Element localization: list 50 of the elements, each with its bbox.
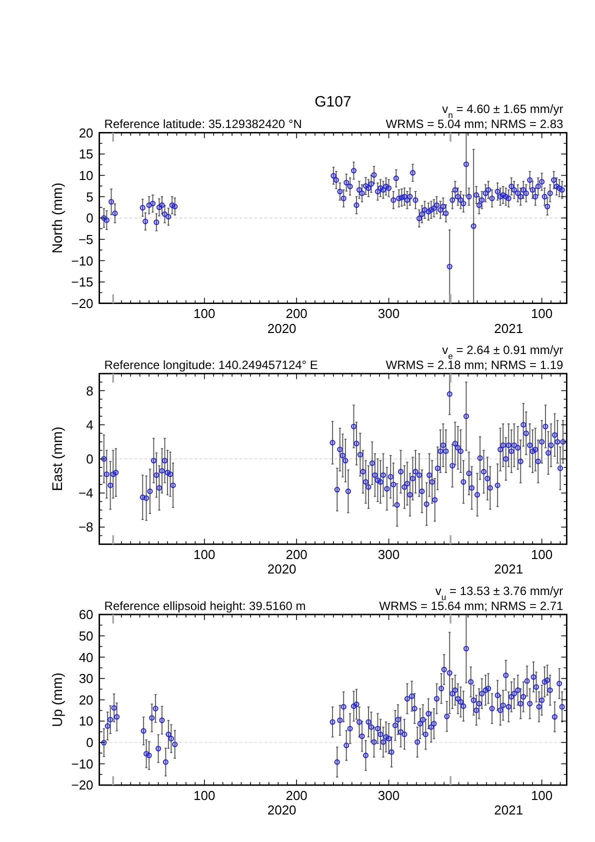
y-tick-label: 8 (86, 383, 94, 398)
y-tick-label: 5 (86, 189, 94, 204)
x-tick-label: 100 (530, 306, 553, 322)
x-tick-label: 100 (194, 547, 216, 562)
text: 2021 (494, 320, 524, 336)
y-tick-label: −20 (71, 778, 94, 793)
x-tick-label: 300 (378, 547, 400, 562)
y-tick-label: 0 (86, 735, 94, 750)
y-tick-label: 40 (78, 650, 94, 665)
x-tick-label: 300 (378, 788, 400, 803)
text: v$_{u}$ = 13.53 ± 3.76 mm/yr (435, 584, 564, 602)
y-tick-label: 20 (78, 125, 94, 140)
y-tick-label: −20 (71, 296, 94, 311)
text: 2021 (494, 802, 524, 818)
y-tick-label: 0 (86, 452, 94, 466)
text: 2020 (267, 802, 296, 818)
x-tick-label: 100 (194, 788, 216, 803)
y-tick-label: 60 (78, 607, 94, 622)
text: 2020 (267, 320, 296, 336)
x-tick-label: 100 (194, 306, 216, 322)
y-tick-label: −8 (78, 520, 94, 535)
x-tick-label: 200 (286, 788, 308, 803)
x-tick-label: 200 (286, 306, 308, 322)
x-tick-label: 300 (378, 306, 400, 322)
y-tick-label: 15 (78, 146, 94, 162)
x-tick-label: 100 (530, 788, 553, 803)
y-tick-label: −10 (71, 756, 94, 772)
y-tick-label: 10 (78, 168, 94, 183)
y-tick-label: −5 (78, 232, 94, 247)
y-tick-label: 4 (86, 417, 94, 432)
chart-subtitle: Reference latitude: 35.129382420 °N (104, 117, 302, 132)
y-tick-label: −15 (71, 274, 94, 290)
y-axis-title: North (mm) (49, 182, 65, 254)
y-tick-label: 50 (78, 628, 94, 644)
y-axis-title: Up (mm) (49, 672, 65, 728)
y-tick-label: 30 (78, 671, 94, 686)
text: 2020 (267, 562, 296, 577)
chart-subtitle: Reference longitude: 140.249457124° E (104, 358, 318, 372)
y-tick-label: 20 (78, 692, 94, 708)
chart-subtitle: Reference ellipsoid height: 39.5160 m (104, 599, 306, 613)
text: 2021 (494, 562, 524, 577)
x-tick-label: 200 (286, 547, 308, 562)
y-axis-title: East (mm) (49, 426, 65, 492)
y-tick-label: −4 (78, 486, 94, 501)
chart-title: G107 (314, 94, 352, 111)
y-tick-label: −10 (71, 253, 94, 268)
text: WRMS = 15.64 mm; NRMS = 2.71 (379, 599, 564, 613)
y-tick-label: 0 (86, 210, 94, 226)
x-tick-label: 100 (530, 547, 553, 562)
y-tick-label: 10 (78, 714, 94, 729)
